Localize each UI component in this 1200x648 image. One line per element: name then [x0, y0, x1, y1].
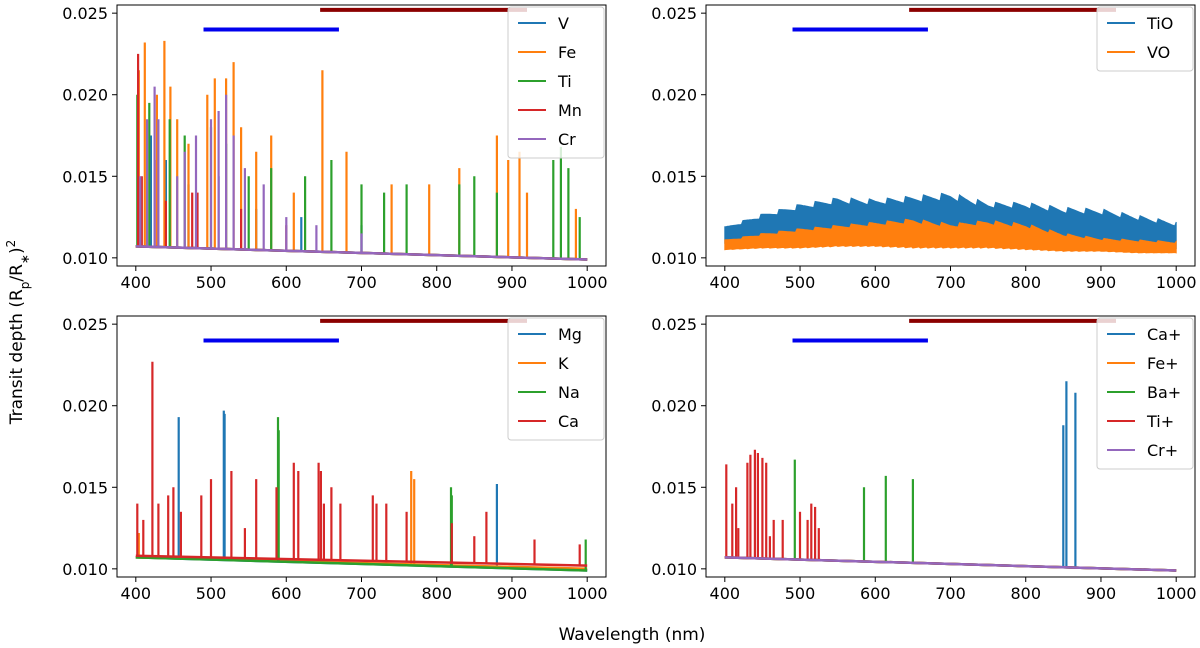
series-ba-plus	[724, 459, 1177, 572]
legend-label-tio: TiO	[1146, 14, 1173, 33]
plot-area	[724, 381, 1177, 572]
x-tick-label: 700	[935, 273, 966, 292]
legend-label-cr-plus: Cr+	[1147, 441, 1178, 460]
x-axis-label: Wavelength (nm)	[559, 625, 706, 645]
series-vo	[724, 218, 1177, 254]
x-tick-label: 1000	[567, 584, 608, 603]
x-tick-label: 700	[346, 584, 377, 603]
legend-label-mg: Mg	[558, 325, 582, 344]
y-tick-label: 0.020	[651, 397, 697, 416]
y-tick-label: 0.015	[62, 167, 108, 186]
legend-label-k: K	[558, 354, 569, 373]
y-tick-label: 0.010	[651, 249, 697, 268]
x-tick-label: 700	[935, 584, 966, 603]
panel-ions: 400 500 600 700 800 900 1000 0.010 0.015 0.020 0.0…	[651, 315, 1196, 603]
x-tick-label: 400	[121, 584, 152, 603]
x-tick-label: 800	[1010, 273, 1041, 292]
legend: TiO VO	[1096, 6, 1194, 72]
panel-alkali-alkaline: 400 500 600 700 800 900 1000 0.010 0.015 0.020 0.0…	[62, 315, 607, 603]
panel-metals: 400 500 600 700 800 900 1000 0.010 0.015 0.020 0.0…	[62, 4, 607, 292]
series-k	[135, 471, 588, 571]
y-axis-label-sub-p: p	[18, 282, 32, 290]
x-tick-label: 400	[710, 273, 741, 292]
y-tick-label: 0.025	[651, 4, 697, 23]
x-tick-label: 500	[785, 273, 816, 292]
legend-label-ti: Ti	[557, 72, 572, 91]
legend-label-cr: Cr	[558, 130, 576, 149]
y-tick-label: 0.015	[651, 167, 697, 186]
series-cr	[135, 86, 588, 261]
x-tick-label: 900	[1086, 273, 1117, 292]
legend-box	[1096, 6, 1194, 72]
legend-label-mn: Mn	[558, 101, 582, 120]
y-tick-label: 0.020	[62, 86, 108, 105]
y-axis-label-sup: 2	[4, 240, 18, 248]
legend: Mg K Na Ca	[507, 317, 605, 441]
legend: Ca+ Fe+ Ba+ Ti+ Cr+	[1096, 317, 1194, 470]
legend-box	[507, 6, 605, 159]
y-tick-label: 0.025	[62, 4, 108, 23]
x-tick-label: 500	[196, 584, 227, 603]
legend-label-na: Na	[558, 383, 580, 402]
legend-label-ca-plus: Ca+	[1147, 325, 1181, 344]
x-tick-label: 800	[421, 584, 452, 603]
legend-box	[507, 317, 605, 441]
x-tick-label: 1000	[1156, 273, 1197, 292]
legend: V Fe Ti Mn Cr	[507, 6, 605, 159]
plot-area	[724, 192, 1177, 254]
legend-label-v: V	[558, 14, 569, 33]
x-tick-label: 800	[421, 273, 452, 292]
x-tick-label: 400	[121, 273, 152, 292]
series-cr-plus-baseline	[724, 556, 1177, 572]
legend-label-fe: Fe	[558, 43, 576, 62]
legend-label-ca: Ca	[558, 412, 579, 431]
legend-label-ba-plus: Ba+	[1147, 383, 1181, 402]
x-tick-label: 600	[271, 273, 302, 292]
panel-oxides: 400 500 600 700 800 900 1000 0.010 0.015 0.020 0.0…	[651, 4, 1196, 292]
y-tick-label: 0.010	[62, 249, 108, 268]
legend-label-fe-plus: Fe+	[1147, 354, 1179, 373]
y-tick-label: 0.020	[651, 86, 697, 105]
x-tick-label: 900	[1086, 584, 1117, 603]
y-tick-label: 0.015	[651, 478, 697, 497]
x-tick-label: 600	[860, 273, 891, 292]
y-axis-label-sub-star: ∗	[18, 254, 32, 264]
x-tick-label: 1000	[567, 273, 608, 292]
legend-label-ti-plus: Ti+	[1146, 412, 1174, 431]
y-axis-label-main: Transit depth (R	[7, 289, 27, 425]
legend-label-vo: VO	[1147, 43, 1170, 62]
x-tick-label: 700	[346, 273, 377, 292]
x-tick-label: 500	[785, 584, 816, 603]
y-axis-label-close: )	[7, 247, 27, 254]
y-tick-label: 0.025	[62, 315, 108, 334]
x-tick-label: 900	[497, 584, 528, 603]
x-tick-label: 600	[860, 584, 891, 603]
x-tick-label: 400	[710, 584, 741, 603]
series-na-baseline	[135, 556, 588, 572]
y-axis-label-mid: /R	[7, 264, 27, 282]
y-tick-label: 0.025	[651, 315, 697, 334]
plot-area	[135, 40, 588, 261]
y-tick-label: 0.015	[62, 478, 108, 497]
x-tick-label: 600	[271, 584, 302, 603]
plot-area	[135, 361, 588, 572]
y-tick-label: 0.010	[62, 560, 108, 579]
x-tick-label: 900	[497, 273, 528, 292]
legend-box	[1096, 317, 1194, 470]
y-tick-label: 0.020	[62, 397, 108, 416]
series-cr-plus	[724, 556, 1177, 572]
x-tick-label: 800	[1010, 584, 1041, 603]
x-tick-label: 1000	[1156, 584, 1197, 603]
y-axis-label: Transit depth (Rp/R∗)2	[4, 240, 32, 426]
series-ca-baseline	[135, 554, 588, 567]
x-tick-label: 500	[196, 273, 227, 292]
y-tick-label: 0.010	[651, 560, 697, 579]
series-ca	[135, 361, 588, 567]
